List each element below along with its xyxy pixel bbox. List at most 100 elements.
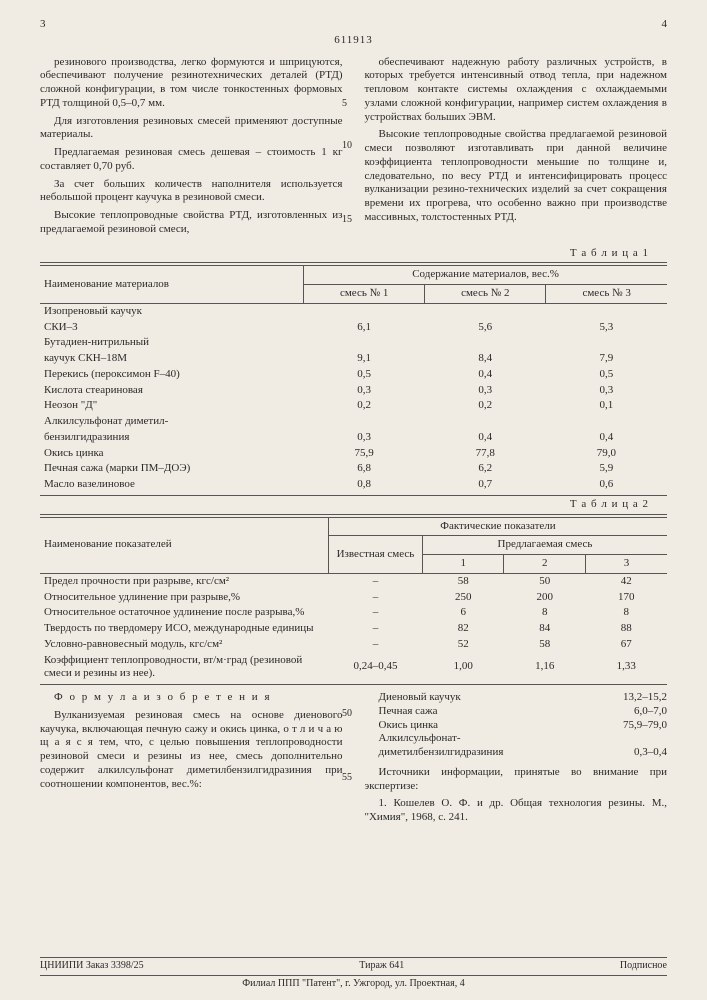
table-row: Окись цинка75,977,879,0 — [40, 446, 667, 462]
para: За счет больших количеств наполнителя ис… — [40, 178, 343, 206]
table2: Наименование показателей Фактические пок… — [40, 517, 667, 683]
cell: 8,4 — [425, 351, 546, 367]
cell: 200 — [504, 590, 586, 606]
cell: – — [328, 590, 422, 606]
t2-head-spanner: Фактические показатели — [328, 517, 667, 536]
cell: 67 — [585, 637, 667, 653]
component-value: 13,2–15,2 — [623, 691, 667, 705]
t2-col: 1 — [422, 555, 504, 574]
table1-label: Т а б л и ц а 1 — [40, 247, 667, 261]
t2-proposed: Предлагаемая смесь — [422, 536, 667, 555]
cell: 0,4 — [546, 430, 667, 446]
page-numbers: 3 4 — [40, 18, 667, 32]
document-number: 611913 — [40, 34, 667, 48]
cell: 0,3 — [546, 383, 667, 399]
patent-page: 3 4 611913 резинового производства, легк… — [0, 0, 707, 1000]
table-row: Алкилсульфонат диметил- — [40, 414, 667, 430]
cell: Предел прочности при разрыве, кгс/см² — [40, 573, 328, 589]
component-name: Диеновый каучук — [379, 691, 461, 705]
t2-col: 3 — [585, 555, 667, 574]
table-row: бензилгидразиния0,30,40,4 — [40, 430, 667, 446]
cell: 5,3 — [546, 320, 667, 336]
para: резинового производства, легко формуются… — [40, 56, 343, 111]
cell: 250 — [422, 590, 504, 606]
cell: 8 — [585, 605, 667, 621]
table-row: Изопреновый каучук — [40, 303, 667, 319]
cell — [304, 414, 425, 430]
right-column: обеспечивают надежную работу различных у… — [365, 56, 668, 241]
cell: 0,4 — [425, 430, 546, 446]
cell: 79,0 — [546, 446, 667, 462]
table2-label: Т а б л и ц а 2 — [40, 498, 667, 512]
line-marker: 50 — [342, 708, 352, 721]
cell: 7,9 — [546, 351, 667, 367]
table-row: Предел прочности при разрыве, кгс/см²–58… — [40, 573, 667, 589]
t2-col: 2 — [504, 555, 586, 574]
cell — [546, 414, 667, 430]
para: Для изготовления резиновых смесей примен… — [40, 115, 343, 143]
t1-col: смесь № 1 — [304, 285, 425, 304]
component-row: Алкилсульфонат- — [365, 732, 668, 746]
t1-head-spanner: Содержание материалов, вес.% — [304, 266, 667, 285]
t2-head-name: Наименование показателей — [40, 517, 328, 573]
cell: 0,3 — [304, 383, 425, 399]
cell: 50 — [504, 573, 586, 589]
cell: 42 — [585, 573, 667, 589]
table-row: Кислота стеариновая0,30,30,3 — [40, 383, 667, 399]
line-marker: 55 — [342, 772, 352, 785]
cell — [546, 335, 667, 351]
table-row: Масло вазелиновое0,80,70,6 — [40, 477, 667, 493]
table-row: Перекись (пероксимон F–40)0,50,40,5 — [40, 367, 667, 383]
footer: ЦНИИПИ Заказ 3398/25 Тираж 641 Подписное… — [40, 955, 667, 990]
t2-known: Известная смесь — [328, 536, 422, 574]
cell: 5,6 — [425, 320, 546, 336]
cell: 0,3 — [304, 430, 425, 446]
cell: Относительное удлинение при разрыве,% — [40, 590, 328, 606]
table-row: каучук СКН–18М9,18,47,9 — [40, 351, 667, 367]
rule — [40, 262, 667, 263]
left-column: резинового производства, легко формуются… — [40, 56, 343, 241]
component-row: диметилбензилгидразиния0,3–0,4 — [365, 746, 668, 760]
rule — [40, 514, 667, 515]
cell: 1,33 — [585, 653, 667, 683]
cell: – — [328, 573, 422, 589]
cell: – — [328, 605, 422, 621]
component-name: Печная сажа — [379, 705, 438, 719]
component-name: Окись цинка — [379, 719, 439, 733]
cell: 1,16 — [504, 653, 586, 683]
cell: 88 — [585, 621, 667, 637]
cell: 0,1 — [546, 398, 667, 414]
cell: 82 — [422, 621, 504, 637]
cell: 5,9 — [546, 461, 667, 477]
sources-title: Источники информации, принятые во вниман… — [365, 766, 668, 794]
para: Высокие теплопроводные свойства предлага… — [365, 128, 668, 224]
page-num-right: 4 — [662, 18, 668, 32]
cell — [425, 414, 546, 430]
cell: 58 — [422, 573, 504, 589]
cell: 0,7 — [425, 477, 546, 493]
cell: 0,3 — [425, 383, 546, 399]
cell: 0,24–0,45 — [328, 653, 422, 683]
cell: 58 — [504, 637, 586, 653]
line-marker: 15 — [342, 214, 352, 227]
table-row: СКИ–36,15,65,3 — [40, 320, 667, 336]
cell: – — [328, 621, 422, 637]
component-value: 0,3–0,4 — [634, 746, 667, 760]
footer-right: Подписное — [620, 960, 667, 973]
bottom-columns: Ф о р м у л а и з о б р е т е н и я Вулк… — [40, 691, 667, 829]
footer-left: ЦНИИПИ Заказ 3398/25 — [40, 960, 144, 973]
table-row: Бутадиен-нитрильный — [40, 335, 667, 351]
formula-col: Ф о р м у л а и з о б р е т е н и я Вулк… — [40, 691, 343, 829]
rule — [40, 495, 667, 496]
cell: бензилгидразиния — [40, 430, 304, 446]
para: обеспечивают надежную работу различных у… — [365, 56, 668, 125]
component-value: 75,9–79,0 — [623, 719, 667, 733]
cell: 6,2 — [425, 461, 546, 477]
component-row: Диеновый каучук 13,2–15,2 — [365, 691, 668, 705]
cell: Изопреновый каучук — [40, 303, 304, 319]
cell: 0,2 — [425, 398, 546, 414]
cell: 170 — [585, 590, 667, 606]
cell — [304, 335, 425, 351]
formula-body: Вулканизуемая резиновая смесь на основе … — [40, 709, 343, 792]
cell: 6,1 — [304, 320, 425, 336]
